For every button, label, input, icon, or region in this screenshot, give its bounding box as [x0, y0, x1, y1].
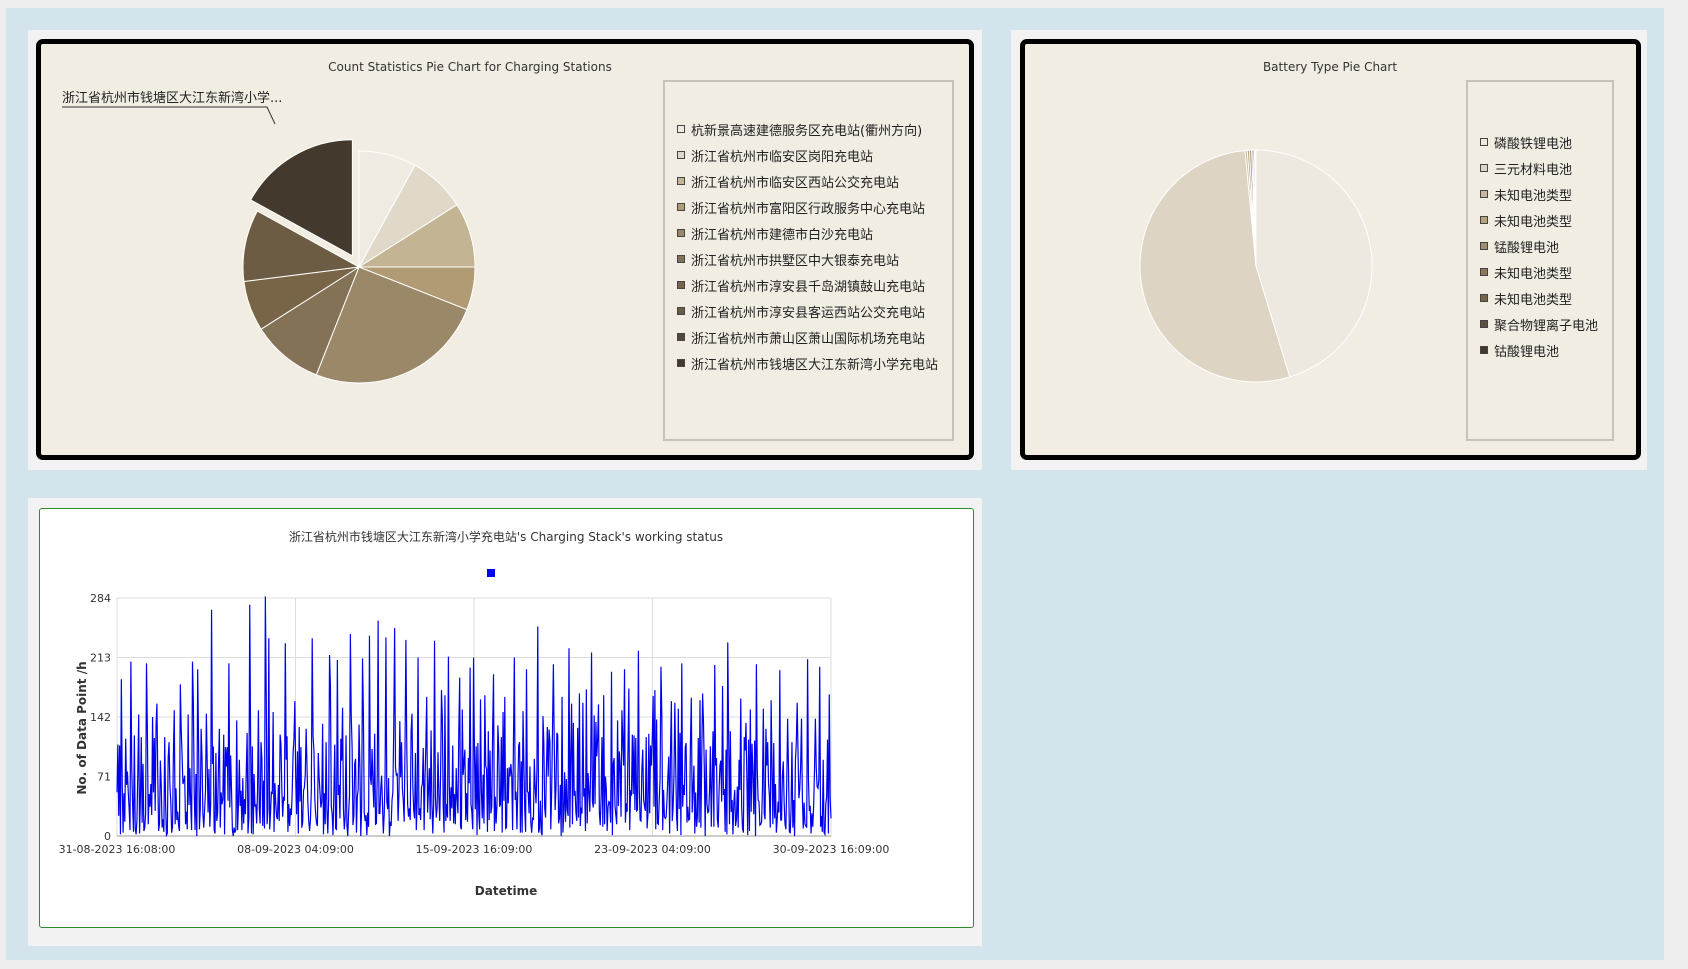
- working-status-series-line: [116, 596, 832, 838]
- pie-slice: [1255, 149, 1373, 378]
- legend-swatch: [677, 255, 685, 263]
- legend-item: 浙江省杭州市临安区西站公交充电站: [677, 168, 952, 194]
- legend-item: 浙江省杭州市萧山区萧山国际机场充电站: [677, 324, 952, 350]
- legend-swatch: [1480, 242, 1488, 250]
- legend-item: 磷酸铁锂电池: [1480, 129, 1612, 155]
- x-tick-label: 23-09-2023 04:09:00: [594, 843, 711, 856]
- legend-label: 钴酸锂电池: [1494, 344, 1560, 360]
- legend-swatch: [677, 151, 685, 159]
- battery-pie-svg: Battery Type Pie Chart: [1139, 60, 1397, 383]
- y-axis-label: No. of Data Point /h: [75, 661, 89, 794]
- x-tick-label: 30-09-2023 16:09:00: [773, 843, 890, 856]
- legend-swatch: [1480, 216, 1488, 224]
- status-line-svg: 浙江省杭州市钱塘区大江东新湾小学充电站's Charging Stack's w…: [59, 529, 890, 898]
- legend-swatch: [677, 177, 685, 185]
- station-pie-title: Count Statistics Pie Chart for Charging …: [328, 60, 612, 74]
- status-line-panel: 浙江省杭州市钱塘区大江东新湾小学充电站's Charging Stack's w…: [28, 498, 982, 946]
- legend-swatch: [1480, 138, 1488, 146]
- x-tick-label: 08-09-2023 04:09:00: [237, 843, 354, 856]
- pie-slice: [250, 139, 353, 257]
- pie-slice: [315, 266, 468, 384]
- x-tick-label: 31-08-2023 16:08:00: [59, 843, 176, 856]
- y-tick-label: 71: [97, 771, 111, 784]
- exploded-slice-leader: [62, 106, 276, 125]
- battery-pie-chart: Battery Type Pie Chart 磷酸铁锂电池 三元材料电池 未知电池类…: [1020, 39, 1641, 460]
- legend-label: 杭新景高速建德服务区充电站(衢州方向): [691, 123, 923, 139]
- status-line-chart: 浙江省杭州市钱塘区大江东新湾小学充电站's Charging Stack's w…: [39, 508, 974, 928]
- legend-label: 浙江省杭州市临安区西站公交充电站: [691, 175, 900, 191]
- dashboard: Count Statistics Pie Chart for Charging …: [6, 8, 1664, 960]
- battery-pie-panel: Battery Type Pie Chart 磷酸铁锂电池 三元材料电池 未知电池类…: [1011, 30, 1647, 470]
- station-pie-svg: Count Statistics Pie Chart for Charging …: [62, 60, 612, 384]
- legend-label: 三元材料电池: [1494, 162, 1573, 178]
- legend-swatch: [1480, 346, 1488, 354]
- legend-item: 浙江省杭州市富阳区行政服务中心充电站: [677, 194, 952, 220]
- legend-item: 钴酸锂电池: [1480, 337, 1612, 363]
- legend-label: 锰酸锂电池: [1494, 240, 1560, 256]
- legend-label: 浙江省杭州市富阳区行政服务中心充电站: [691, 201, 926, 217]
- y-tick-label: 284: [90, 592, 111, 605]
- x-tick-label: 15-09-2023 16:09:00: [416, 843, 533, 856]
- pie-slice: [260, 265, 361, 376]
- legend-label: 浙江省杭州市拱墅区中大银泰充电站: [691, 253, 900, 269]
- legend-label: 未知电池类型: [1494, 292, 1573, 308]
- line-legend-swatch: [487, 569, 495, 577]
- legend-label: 聚合物锂离子电池: [1494, 318, 1599, 334]
- legend-item: 未知电池类型: [1480, 181, 1612, 207]
- legend-label: 未知电池类型: [1494, 188, 1573, 204]
- legend-swatch: [677, 307, 685, 315]
- legend-label: 未知电池类型: [1494, 214, 1573, 230]
- legend-item: 三元材料电池: [1480, 155, 1612, 181]
- legend-swatch: [1480, 320, 1488, 328]
- legend-swatch: [677, 125, 685, 133]
- legend-item: 锰酸锂电池: [1480, 233, 1612, 259]
- battery-pie-legend: 磷酸铁锂电池 三元材料电池 未知电池类型 未知电池类型 锰酸锂电池 未知电池类型 未知电池类…: [1466, 80, 1614, 441]
- legend-swatch: [677, 359, 685, 367]
- legend-swatch: [677, 203, 685, 211]
- legend-item: 杭新景高速建德服务区充电站(衢州方向): [677, 116, 952, 142]
- line-chart-title: 浙江省杭州市钱塘区大江东新湾小学充电站's Charging Stack's w…: [289, 529, 723, 544]
- pie-slice: [1139, 149, 1291, 383]
- legend-label: 浙江省杭州市临安区岗阳充电站: [691, 149, 874, 165]
- legend-item: 浙江省杭州市淳安县客运西站公交充电站: [677, 298, 952, 324]
- station-pie-panel: Count Statistics Pie Chart for Charging …: [28, 30, 982, 470]
- legend-item: 浙江省杭州市钱塘区大江东新湾小学充电站: [677, 350, 952, 376]
- x-axis-ticks: 31-08-2023 16:08:00 08-09-2023 04:09:00 15…: [59, 843, 890, 856]
- legend-label: 浙江省杭州市淳安县客运西站公交充电站: [691, 305, 926, 321]
- y-tick-label: 213: [90, 652, 111, 665]
- battery-pie-title: Battery Type Pie Chart: [1263, 60, 1397, 74]
- battery-pie-slices: [1139, 149, 1373, 383]
- legend-swatch: [1480, 294, 1488, 302]
- legend-item: 浙江省杭州市拱墅区中大银泰充电站: [677, 246, 952, 272]
- legend-item: 浙江省杭州市建德市白沙充电站: [677, 220, 952, 246]
- legend-swatch: [1480, 268, 1488, 276]
- legend-label: 磷酸铁锂电池: [1494, 136, 1573, 152]
- legend-item: 浙江省杭州市临安区岗阳充电站: [677, 142, 952, 168]
- legend-item: 聚合物锂离子电池: [1480, 311, 1612, 337]
- y-tick-label: 142: [90, 711, 111, 724]
- legend-label: 浙江省杭州市建德市白沙充电站: [691, 227, 874, 243]
- legend-label: 浙江省杭州市萧山区萧山国际机场充电站: [691, 331, 926, 347]
- legend-label: 浙江省杭州市淳安县千岛湖镇鼓山充电站: [691, 279, 926, 295]
- legend-item: 未知电池类型: [1480, 207, 1612, 233]
- pie-slice: [1254, 149, 1257, 267]
- pie-slice: [242, 210, 361, 283]
- legend-item: 浙江省杭州市淳安县千岛湖镇鼓山充电站: [677, 272, 952, 298]
- station-pie-chart: Count Statistics Pie Chart for Charging …: [36, 39, 974, 460]
- x-axis-label: Datetime: [475, 884, 537, 898]
- legend-item: 未知电池类型: [1480, 259, 1612, 285]
- legend-swatch: [1480, 164, 1488, 172]
- legend-label: 浙江省杭州市钱塘区大江东新湾小学充电站: [691, 357, 939, 373]
- legend-swatch: [677, 281, 685, 289]
- legend-swatch: [677, 333, 685, 341]
- legend-label: 未知电池类型: [1494, 266, 1573, 282]
- legend-swatch: [677, 229, 685, 237]
- station-pie-legend: 杭新景高速建德服务区充电站(衢州方向) 浙江省杭州市临安区岗阳充电站浙江省杭州市临…: [663, 80, 954, 441]
- station-pie-slices: [242, 139, 476, 384]
- y-tick-label: 0: [104, 830, 111, 843]
- legend-swatch: [1480, 190, 1488, 198]
- exploded-slice-label: 浙江省杭州市钱塘区大江东新湾小学...: [62, 90, 282, 106]
- legend-item: 未知电池类型: [1480, 285, 1612, 311]
- y-axis-ticks: 0 71 142 213 284: [90, 592, 111, 843]
